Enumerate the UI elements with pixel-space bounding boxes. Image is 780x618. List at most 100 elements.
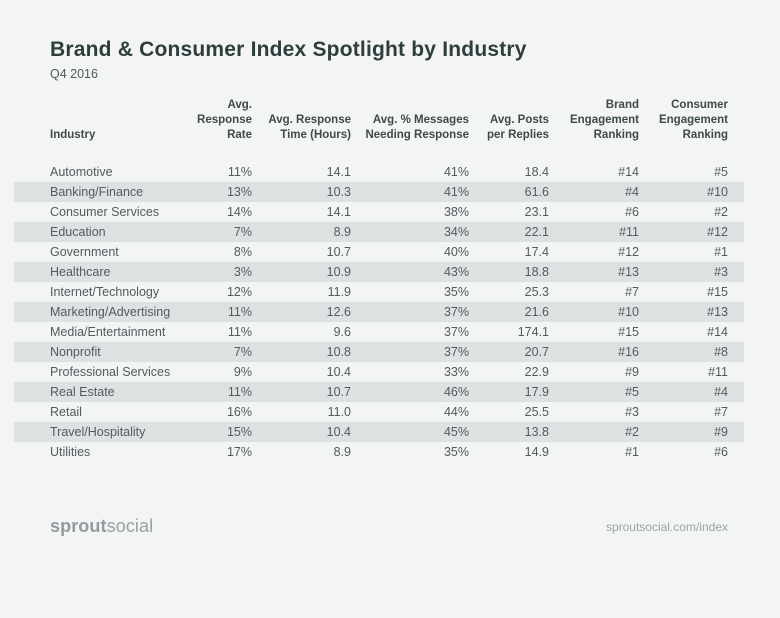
- value-cell-consumer-engagement-ranking: #13: [707, 305, 728, 319]
- value-cell-brand-engagement-ranking: #5: [625, 385, 639, 399]
- value-cell-avg-response-time-hours: 8.9: [333, 445, 351, 459]
- value-cell-consumer-engagement-ranking: #4: [714, 385, 728, 399]
- value-cell-avg-pct-messages-needing-response: 35%: [443, 445, 469, 459]
- value-cell-avg-response-rate: 3%: [233, 265, 252, 279]
- value-cell-consumer-engagement-ranking: #14: [707, 325, 728, 339]
- value-cell-avg-posts-per-replies: 25.5: [524, 405, 549, 419]
- industry-cell: Retail: [50, 405, 82, 419]
- value-cell-consumer-engagement-ranking: #11: [708, 365, 728, 379]
- table-row: Consumer Services 14% 14.1 38% 23.1 #6 #2: [14, 202, 744, 222]
- value-cell-avg-posts-per-replies: 22.9: [524, 365, 549, 379]
- value-cell-avg-posts-per-replies: 18.4: [524, 165, 549, 179]
- value-cell-avg-pct-messages-needing-response: 37%: [443, 305, 469, 319]
- value-cell-avg-response-time-hours: 11.9: [327, 285, 351, 299]
- value-cell-consumer-engagement-ranking: #8: [714, 345, 728, 359]
- value-cell-avg-posts-per-replies: 23.1: [524, 205, 549, 219]
- value-cell-avg-pct-messages-needing-response: 35%: [443, 285, 469, 299]
- value-cell-avg-response-rate: 12%: [226, 285, 252, 299]
- value-cell-consumer-engagement-ranking: #12: [707, 225, 728, 239]
- footer-url: sproutsocial.com/index: [605, 519, 728, 534]
- value-cell-avg-pct-messages-needing-response: 34%: [443, 225, 469, 239]
- industry-cell: Professional Services: [50, 365, 171, 379]
- industry-cell: Education: [50, 225, 106, 239]
- value-cell-avg-pct-messages-needing-response: 40%: [443, 245, 469, 259]
- table-row: Travel/Hospitality 15% 10.4 45% 13.8 #2 #9: [14, 422, 744, 442]
- table-row: Government 8% 10.7 40% 17.4 #12 #1: [14, 242, 744, 262]
- table-row: Utilities 17% 8.9 35% 14.9 #1 #6: [14, 442, 744, 462]
- value-cell-avg-response-rate: 16%: [226, 405, 252, 419]
- value-cell-consumer-engagement-ranking: #3: [714, 265, 728, 279]
- value-cell-consumer-engagement-ranking: #7: [714, 405, 728, 419]
- sproutsocial-logo: sproutsocial: [50, 516, 153, 537]
- industry-cell: Real Estate: [50, 385, 115, 399]
- value-cell-avg-pct-messages-needing-response: 46%: [443, 385, 469, 399]
- value-cell-brand-engagement-ranking: #1: [625, 445, 639, 459]
- table-row: Media/Entertainment 11% 9.6 37% 174.1 #15 #14: [14, 322, 744, 342]
- value-cell-avg-posts-per-replies: 17.4: [524, 245, 549, 259]
- value-cell-consumer-engagement-ranking: #9: [714, 425, 728, 439]
- value-cell-avg-response-time-hours: 11.0: [327, 405, 351, 419]
- industry-cell: Healthcare: [50, 265, 111, 279]
- value-cell-avg-pct-messages-needing-response: 41%: [443, 165, 469, 179]
- column-header-avg-response-time-hours: Avg. Response Time (Hours): [268, 114, 351, 141]
- value-cell-avg-response-time-hours: 10.7: [326, 245, 351, 259]
- value-cell-avg-response-rate: 11%: [227, 325, 252, 339]
- table-row: Retail 16% 11.0 44% 25.5 #3 #7: [14, 402, 744, 422]
- value-cell-avg-posts-per-replies: 17.9: [524, 385, 549, 399]
- value-cell-avg-response-time-hours: 12.6: [326, 305, 351, 319]
- industry-cell: Travel/Hospitality: [50, 425, 146, 439]
- value-cell-brand-engagement-ranking: #11: [619, 225, 639, 239]
- value-cell-avg-response-time-hours: 8.9: [333, 225, 351, 239]
- industry-cell: Marketing/Advertising: [50, 305, 171, 319]
- value-cell-avg-pct-messages-needing-response: 33%: [443, 365, 469, 379]
- value-cell-avg-response-time-hours: 10.8: [326, 345, 351, 359]
- industry-cell: Automotive: [50, 165, 113, 179]
- value-cell-avg-response-rate: 17%: [226, 445, 252, 459]
- column-header-avg-response-rate: Avg. Response Rate: [197, 99, 252, 141]
- table-row: Real Estate 11% 10.7 46% 17.9 #5 #4: [14, 382, 744, 402]
- value-cell-avg-posts-per-replies: 13.8: [524, 425, 549, 439]
- value-cell-avg-response-time-hours: 10.9: [326, 265, 351, 279]
- value-cell-avg-posts-per-replies: 18.8: [524, 265, 549, 279]
- table-row: Automotive 11% 14.1 41% 18.4 #14 #5: [14, 162, 744, 182]
- value-cell-avg-posts-per-replies: 61.6: [524, 185, 549, 199]
- value-cell-avg-response-time-hours: 10.4: [326, 425, 351, 439]
- value-cell-avg-response-rate: 14%: [226, 205, 252, 219]
- value-cell-avg-response-rate: 7%: [233, 225, 252, 239]
- column-header-avg-pct-messages-needing-response: Avg. % Messages Needing Response: [365, 114, 469, 141]
- value-cell-avg-pct-messages-needing-response: 37%: [443, 325, 469, 339]
- value-cell-avg-pct-messages-needing-response: 38%: [443, 205, 469, 219]
- industry-cell: Consumer Services: [50, 205, 160, 219]
- industry-index-table: Industry Avg. Response Rate Avg. Response …: [14, 98, 744, 462]
- value-cell-consumer-engagement-ranking: #1: [714, 245, 728, 259]
- industry-cell: Nonprofit: [50, 345, 101, 359]
- column-header-brand-engagement-ranking: Brand Engagement Ranking: [569, 99, 639, 141]
- value-cell-avg-pct-messages-needing-response: 45%: [443, 425, 469, 439]
- value-cell-avg-response-rate: 11%: [227, 305, 252, 319]
- value-cell-consumer-engagement-ranking: #10: [707, 185, 728, 199]
- industry-cell: Government: [50, 245, 119, 259]
- value-cell-avg-response-rate: 9%: [233, 365, 252, 379]
- value-cell-brand-engagement-ranking: #7: [625, 285, 639, 299]
- column-header-industry: Industry: [50, 129, 96, 141]
- value-cell-brand-engagement-ranking: #9: [625, 365, 639, 379]
- value-cell-consumer-engagement-ranking: #15: [707, 285, 728, 299]
- value-cell-brand-engagement-ranking: #4: [625, 185, 639, 199]
- value-cell-avg-posts-per-replies: 20.7: [524, 345, 549, 359]
- value-cell-avg-response-rate: 11%: [227, 385, 252, 399]
- logo-text-sprout: sprout: [50, 516, 107, 536]
- page-footer: sproutsocial sproutsocial.com/index: [50, 516, 728, 537]
- value-cell-avg-pct-messages-needing-response: 37%: [443, 345, 469, 359]
- value-cell-avg-posts-per-replies: 22.1: [524, 225, 549, 239]
- value-cell-avg-response-time-hours: 14.1: [326, 165, 351, 179]
- value-cell-brand-engagement-ranking: #10: [618, 305, 639, 319]
- value-cell-brand-engagement-ranking: #13: [618, 265, 639, 279]
- value-cell-brand-engagement-ranking: #6: [625, 205, 639, 219]
- value-cell-avg-pct-messages-needing-response: 43%: [443, 265, 469, 279]
- page-title: Brand & Consumer Index Spotlight by Indu…: [50, 38, 527, 61]
- value-cell-avg-posts-per-replies: 25.3: [524, 285, 549, 299]
- value-cell-avg-response-rate: 7%: [233, 345, 252, 359]
- value-cell-avg-response-time-hours: 10.3: [326, 185, 351, 199]
- value-cell-consumer-engagement-ranking: #6: [714, 445, 728, 459]
- value-cell-avg-response-time-hours: 10.4: [326, 365, 351, 379]
